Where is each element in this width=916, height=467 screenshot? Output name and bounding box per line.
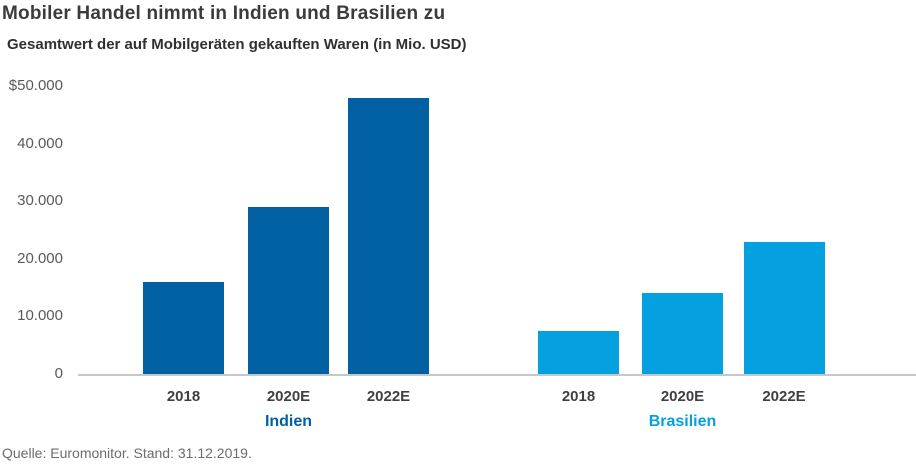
bar-brasilien-2022e [743,241,825,374]
bar-indien-2018 [143,281,224,374]
y-tick-label: 10.000 [17,307,63,325]
y-tick-label: 0 [54,365,63,382]
x-tick-label: 2020E [266,388,311,405]
bar-indien-2020e [248,206,329,374]
x-tick-label: 2020E [660,388,705,405]
y-tick-label: 20.000 [17,249,63,267]
bar-brasilien-2020e [642,293,723,374]
x-tick-label: 2022E [366,388,411,405]
group-label-brasilien: Brasilien [648,413,717,430]
bar-brasilien-2018 [538,330,619,374]
y-tick-label: 40.000 [17,134,63,152]
y-tick-label: 30.000 [17,192,63,210]
group-label-indien: Indien [264,413,313,430]
x-tick-label: 2018 [166,388,201,405]
bar-indien-2022e [348,97,429,374]
x-tick-label: 2018 [561,388,596,405]
chart-title: Mobiler Handel nimmt in Indien und Brasi… [2,3,446,24]
x-tick-label: 2022E [762,388,806,405]
source-note: Quelle: Euromonitor. Stand: 31.12.2019. [2,445,252,461]
chart-subtitle: Gesamtwert der auf Mobilgeräten gekaufte… [7,36,467,53]
y-tick-label: $50.000 [8,77,63,94]
plot-area [78,86,916,376]
